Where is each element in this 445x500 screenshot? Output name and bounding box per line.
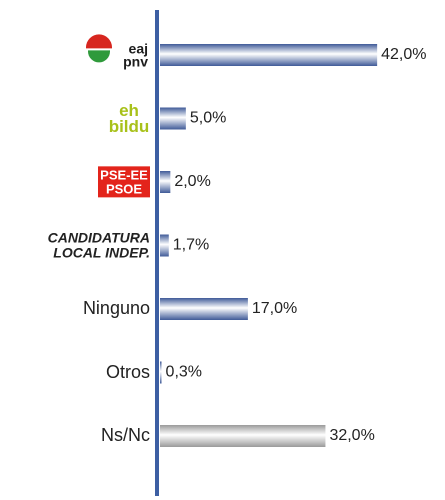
bar [160,171,171,193]
value-label: 5,0% [190,110,226,127]
category-label: Ninguno [82,298,150,319]
value-label: 2,0% [174,173,210,190]
value-label: 1,7% [173,237,209,254]
value-label: 32,0% [329,427,374,444]
value-label: 0,3% [166,364,202,381]
bar [160,234,169,257]
bar [160,298,248,320]
value-label: 17,0% [252,300,297,317]
bar [160,44,378,66]
value-label: 42,0% [381,46,426,63]
category-label: PSE-EE PSOE [98,166,150,198]
category-label: eh bildu [108,100,150,136]
bar [160,107,186,130]
category-label: Ns/Nc [101,425,150,446]
bar [160,361,162,384]
category-label: Otros [105,361,150,382]
bar [160,425,326,447]
category-label: CANDIDATURA LOCAL INDEP. [47,229,150,261]
category-label: eaj pnv [86,34,148,68]
